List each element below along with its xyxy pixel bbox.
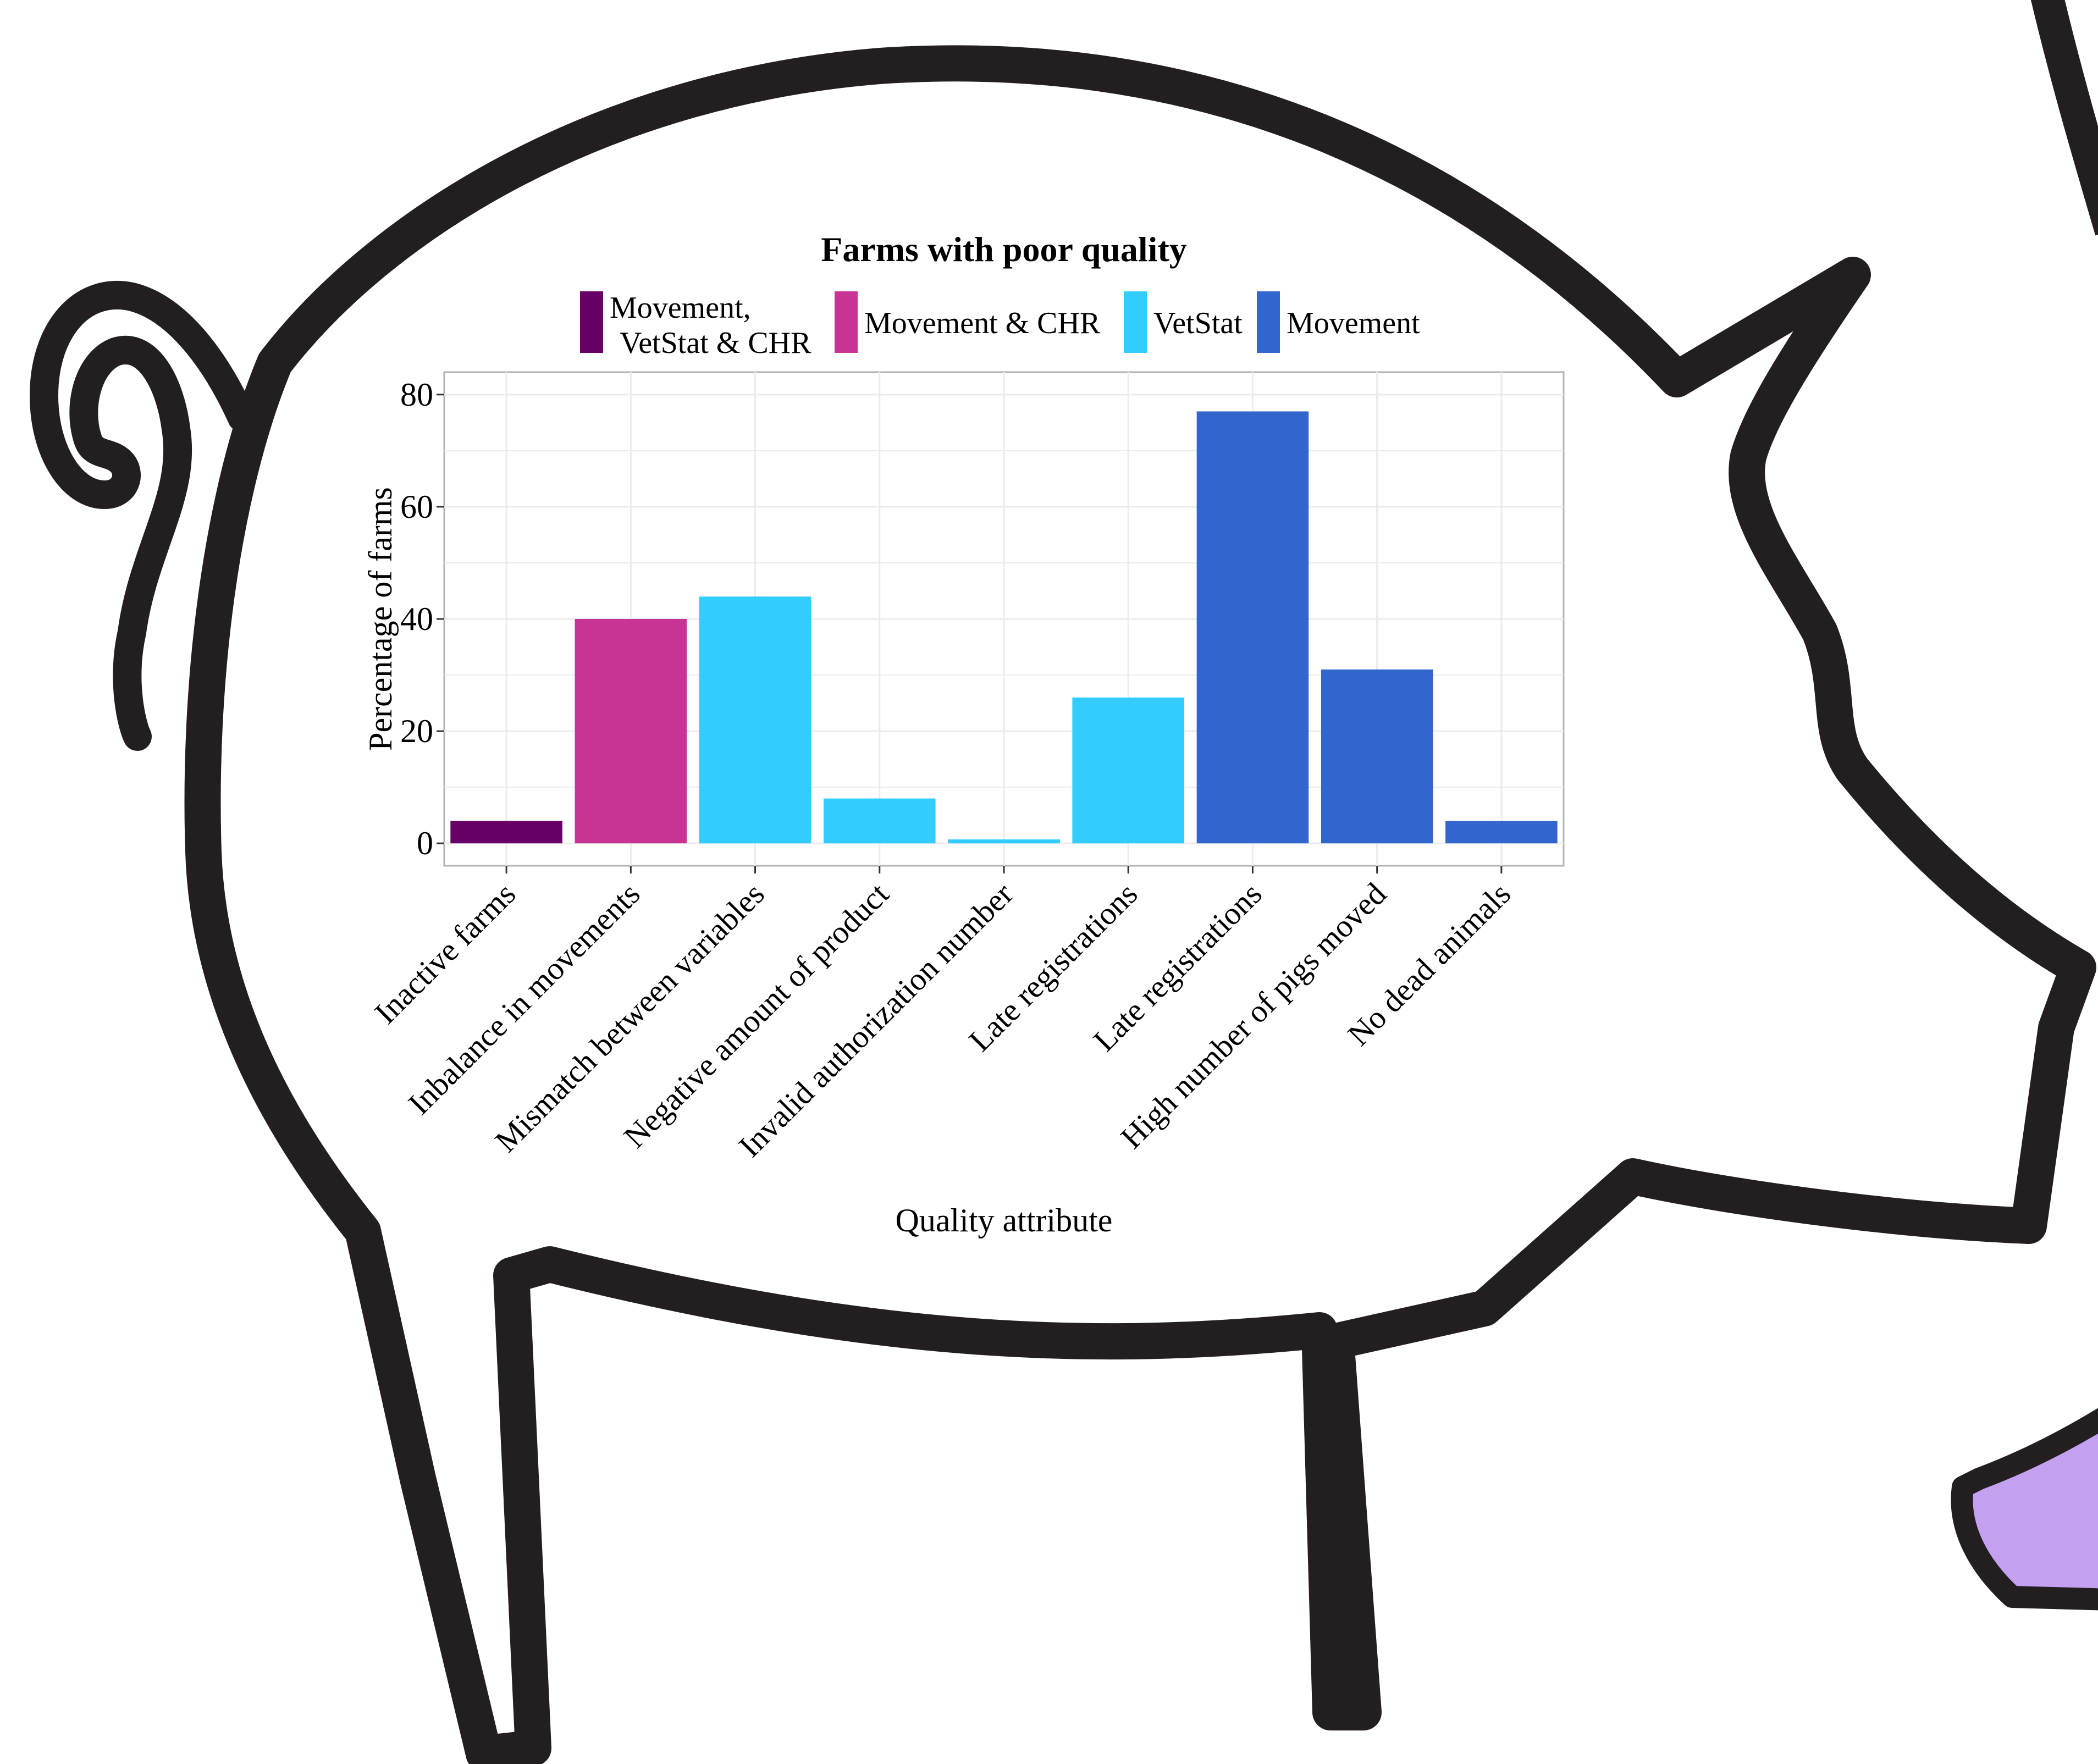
bar-series (450, 411, 1558, 844)
bar (575, 619, 687, 844)
y-tick-label: 20 (400, 713, 433, 749)
results-heading: RESULTS (626, 0, 1221, 24)
y-axis-label: Percentage of farms (362, 487, 399, 751)
legend-label: VetStat (1153, 306, 1243, 340)
legend-label: Movement, VetStat & CHR (610, 291, 811, 360)
bar (699, 596, 811, 844)
pig-tail-shape (30, 280, 256, 751)
chart-title: Farms with poor quality (821, 230, 1187, 269)
y-tick-label: 80 (400, 377, 433, 413)
background-pig-edge (2030, 0, 2098, 236)
legend-key (1124, 291, 1147, 353)
bar (948, 839, 1060, 844)
bar (1321, 669, 1433, 844)
bar (1196, 411, 1309, 844)
legend-key (835, 291, 858, 353)
y-axis: 0 20 40 60 80 (400, 377, 444, 861)
chart-legend: Movement, VetStat & CHR Movement & CHR VetS… (580, 291, 1420, 360)
legend-key (1257, 291, 1280, 353)
bar (450, 821, 562, 844)
bar (1445, 821, 1558, 844)
x-axis-label: Quality attribute (896, 1202, 1113, 1238)
purple-snout-shape (1951, 1408, 2098, 1611)
legend-key (580, 291, 603, 353)
y-tick-label: 0 (417, 825, 433, 861)
bar (823, 798, 936, 844)
legend-label: Movement & CHR (864, 306, 1101, 340)
y-tick-label: 40 (400, 601, 433, 637)
plot-gridlines (444, 372, 1564, 866)
legend-label: Movement (1287, 306, 1420, 340)
bar (1072, 697, 1185, 844)
y-tick-label: 60 (400, 489, 433, 525)
